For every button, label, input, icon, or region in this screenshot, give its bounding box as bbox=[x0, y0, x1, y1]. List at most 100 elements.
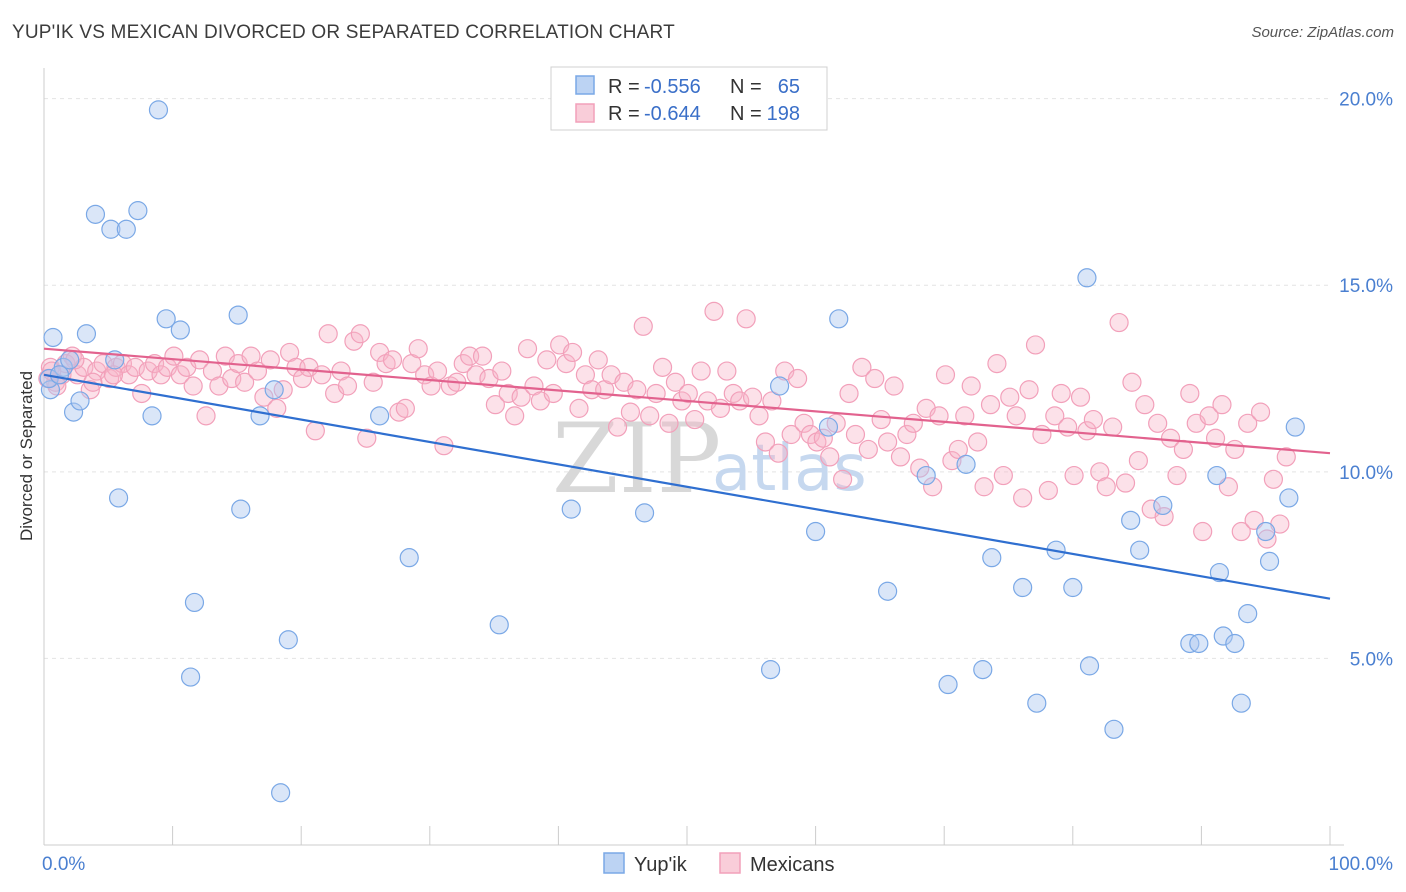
yupik-point bbox=[184, 592, 205, 613]
mexicans-point bbox=[652, 357, 673, 377]
legend-n-value: 65 bbox=[778, 76, 800, 98]
mexicans-point bbox=[884, 376, 904, 396]
watermark-zip: ZIP bbox=[552, 403, 721, 515]
mexicans-point bbox=[183, 376, 203, 396]
chart-title: YUP'IK VS MEXICAN DIVORCED OR SEPARATED … bbox=[12, 22, 675, 43]
x-tick-label-min: 0.0% bbox=[42, 854, 85, 875]
yupik-point bbox=[63, 402, 84, 422]
mexicans-point bbox=[562, 342, 583, 363]
mexicans-point bbox=[1122, 372, 1142, 392]
yupik-point bbox=[231, 499, 251, 519]
mexicans-point bbox=[755, 432, 776, 452]
mexicans-point bbox=[408, 339, 428, 359]
mexicans-point bbox=[492, 361, 512, 381]
bottom-legend: Yup'ik Mexicans bbox=[603, 852, 834, 876]
legend-r-value: -0.644 bbox=[644, 103, 701, 125]
mexicans-point bbox=[254, 387, 274, 407]
yupik-point bbox=[878, 581, 898, 601]
mexicans-point bbox=[1000, 387, 1020, 407]
yupik-point bbox=[271, 783, 291, 803]
mexicans-point bbox=[742, 387, 763, 407]
mexicans-point bbox=[1083, 409, 1103, 430]
mexicans-point bbox=[948, 439, 968, 460]
mexicans-point bbox=[344, 331, 364, 351]
mexicans-point bbox=[910, 458, 930, 478]
yupik-point bbox=[1209, 562, 1230, 583]
mexicans-point bbox=[627, 380, 647, 400]
mexicans-point bbox=[1173, 439, 1193, 460]
mexicans-point bbox=[974, 477, 994, 497]
yupik-point bbox=[829, 309, 849, 329]
yupik-point bbox=[101, 219, 121, 239]
mexicans-point bbox=[923, 477, 943, 497]
legend-swatch-yupik bbox=[575, 75, 595, 95]
bottom-legend-label-yupik: Yup'ik bbox=[634, 854, 688, 876]
mexicans-point bbox=[762, 391, 782, 411]
mexicans-point bbox=[337, 376, 358, 396]
mexicans-point bbox=[813, 428, 833, 448]
yupik-point bbox=[1279, 488, 1299, 508]
mexicans-point bbox=[987, 354, 1007, 374]
mexicans-point bbox=[1167, 465, 1187, 486]
yupik-point bbox=[1207, 465, 1227, 486]
mexicans-point bbox=[968, 432, 988, 452]
bottom-legend-label-mexicans: Mexicans bbox=[750, 854, 834, 876]
mexicans-point bbox=[717, 361, 737, 381]
legend-box: R = -0.556 N = 65 R = -0.644 N = 198 bbox=[550, 66, 828, 131]
mexicans-point bbox=[1064, 465, 1084, 486]
yupik-point bbox=[70, 391, 90, 411]
mexicans-point bbox=[845, 424, 866, 445]
mexicans-point bbox=[125, 357, 145, 377]
trend-lines bbox=[43, 347, 1331, 600]
mexicans-point bbox=[382, 350, 403, 370]
mexicans-point bbox=[665, 372, 686, 392]
legend-r-label: R = bbox=[608, 103, 640, 125]
mexicans-point bbox=[1250, 402, 1271, 422]
yupik-point bbox=[228, 305, 248, 325]
y-tick-label: 5.0% bbox=[1350, 649, 1393, 670]
yupik-point bbox=[760, 660, 781, 680]
y-tick-labels: 5.0% 10.0% 15.0% 20.0% bbox=[1339, 90, 1393, 671]
yupik-point bbox=[1256, 521, 1276, 542]
mexicans-point bbox=[357, 428, 377, 448]
mexicans-point bbox=[498, 383, 518, 404]
mexicans-point bbox=[942, 451, 962, 471]
mexicans-point bbox=[961, 376, 981, 396]
yupik-point bbox=[938, 674, 958, 695]
mexicans-point bbox=[235, 372, 255, 392]
mexicans-point bbox=[537, 350, 557, 370]
mexicans-point bbox=[1006, 406, 1026, 426]
mexicans-point bbox=[103, 365, 124, 385]
mexicans-point bbox=[151, 365, 171, 385]
yupik-point bbox=[170, 320, 190, 340]
mexicans-point bbox=[878, 432, 898, 452]
mexicans-point bbox=[260, 350, 280, 370]
x-tick-label-max: 100.0% bbox=[1329, 854, 1394, 875]
mexicans-point bbox=[138, 361, 158, 381]
mexicans-point bbox=[1019, 380, 1039, 400]
mexicans-point bbox=[640, 406, 660, 426]
yupik-point bbox=[181, 667, 201, 687]
mexicans-point bbox=[1077, 421, 1097, 441]
mexicans-point bbox=[1276, 447, 1296, 467]
mexicans-point bbox=[749, 406, 769, 426]
legend-r-label: R = bbox=[608, 76, 640, 98]
yupik-point bbox=[1063, 577, 1083, 598]
yupik-point bbox=[561, 499, 581, 519]
mexicans-point bbox=[1180, 383, 1200, 404]
legend-r-value: -0.556 bbox=[644, 76, 701, 98]
mexicans-point bbox=[427, 361, 448, 381]
mexicans-point bbox=[678, 383, 698, 404]
mexicans-point bbox=[935, 365, 956, 385]
mexicans-point bbox=[781, 424, 801, 445]
yupik-point bbox=[1259, 551, 1280, 571]
legend-n-label: N = bbox=[730, 103, 762, 125]
mexicans-point bbox=[1257, 529, 1277, 549]
yupik-point bbox=[142, 406, 162, 426]
mexicans-point bbox=[485, 395, 505, 415]
yupik-point bbox=[116, 219, 136, 239]
yupik-point bbox=[805, 521, 826, 542]
yupik-point bbox=[399, 548, 419, 568]
yupik-point bbox=[1077, 268, 1097, 288]
yupik-point bbox=[1238, 604, 1258, 624]
